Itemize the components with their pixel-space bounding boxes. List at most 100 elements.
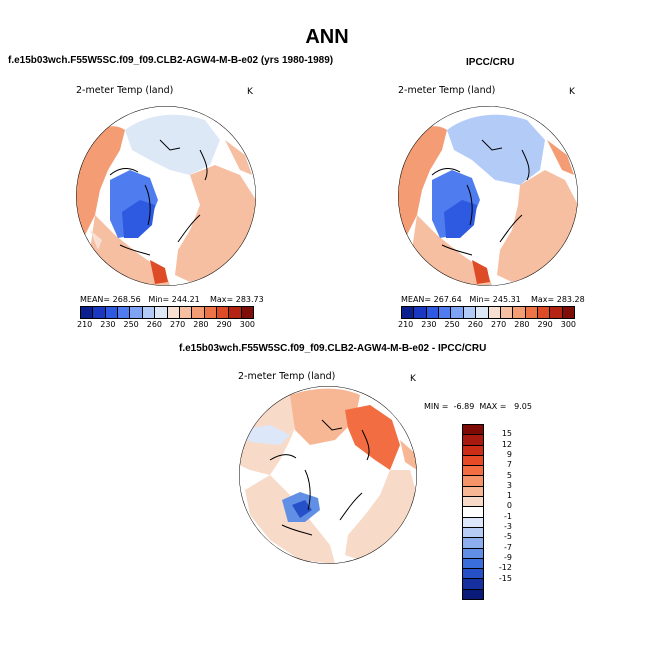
- panel2-plot-title: 2-meter Temp (land): [398, 85, 496, 96]
- colorbar-tick-label: 3: [506, 480, 512, 490]
- colorbar-swatch: [118, 307, 131, 318]
- panel2-mean: 267.64: [433, 295, 462, 304]
- colorbar-swatch: [216, 307, 230, 318]
- colorbar-tick-label: 290: [537, 320, 553, 329]
- colorbar-tick-label: 250: [444, 320, 460, 329]
- panel2-max: 283.28: [556, 295, 585, 304]
- colorbar-tick-label: 260: [467, 320, 484, 329]
- colorbar-tick-label: 5: [506, 470, 512, 480]
- panel2-case-label: IPCC/CRU: [466, 57, 515, 68]
- colorbar-tick-label: 12: [501, 439, 512, 449]
- colorbar-swatch: [463, 589, 483, 600]
- colorbar-tick-label: 7: [506, 460, 512, 470]
- colorbar-tick-label: -7: [504, 542, 512, 552]
- panel1-case-label: f.e15b03wch.F55W5SC.f09_f09.CLB2-AGW4-M-…: [8, 55, 334, 66]
- colorbar-swatch: [93, 307, 106, 318]
- colorbar-swatch: [463, 558, 483, 570]
- colorbar-tick-label: 270: [490, 320, 507, 329]
- colorbar-tick-label: 15: [501, 429, 512, 439]
- colorbar-swatch: [402, 307, 415, 318]
- colorbar-swatch: [142, 307, 156, 318]
- panel3-max-label: MAX =: [479, 402, 507, 411]
- panel1-mean: 268.56: [112, 295, 141, 304]
- colorbar-swatch: [81, 307, 94, 318]
- colorbar-swatch: [130, 307, 143, 318]
- colorbar-tick-label: -5: [504, 532, 512, 542]
- colorbar-swatch: [513, 307, 526, 318]
- colorbar-swatch: [229, 307, 242, 318]
- colorbar-swatch: [463, 476, 483, 487]
- panel3-stats: MIN = -6.89 MAX = 9.05: [424, 402, 532, 411]
- colorbar-tick-label: -12: [498, 563, 512, 573]
- colorbar-swatch: [451, 307, 464, 318]
- panel3-map: [239, 386, 417, 564]
- panel2-units: K: [569, 87, 575, 97]
- colorbar-swatch: [204, 307, 217, 318]
- panel1-colorbar-ticks: 210 230 250 260 270 280 290 300: [73, 320, 259, 329]
- panel1-colorbar: [80, 306, 254, 319]
- colorbar-swatch: [463, 527, 483, 539]
- panel1-map: [76, 106, 256, 286]
- colorbar-swatch: [463, 517, 483, 528]
- colorbar-tick-label: -3: [504, 522, 512, 531]
- panel2-max-label: Max=: [530, 295, 555, 304]
- colorbar-tick-label: 1: [506, 491, 512, 501]
- colorbar-tick-label: 210: [76, 320, 93, 329]
- colorbar-tick-label: 230: [421, 320, 437, 329]
- colorbar-swatch: [439, 307, 452, 318]
- panel2-min-label: Min=: [469, 295, 491, 304]
- panel1-stats: MEAN= 268.56 Min= 244.21 Max= 283.73: [80, 295, 264, 304]
- colorbar-swatch: [167, 307, 180, 318]
- colorbar-swatch: [463, 466, 483, 477]
- colorbar-swatch: [562, 307, 575, 318]
- colorbar-swatch: [155, 307, 168, 318]
- colorbar-swatch: [463, 579, 483, 590]
- colorbar-tick-label: 0: [506, 501, 512, 511]
- colorbar-swatch: [550, 307, 563, 318]
- colorbar-tick-label: 260: [146, 320, 163, 329]
- colorbar-tick-label: 280: [514, 320, 530, 329]
- panel2-mean-label: MEAN=: [401, 295, 432, 304]
- colorbar-tick-label: 300: [560, 320, 577, 329]
- colorbar-swatch: [192, 307, 205, 318]
- panel3-case-label: f.e15b03wch.F55W5SC.f09_f09.CLB2-AGW4-M-…: [179, 343, 487, 354]
- panel1-min: 244.21: [171, 295, 200, 304]
- panel2-min: 245.31: [492, 295, 521, 304]
- colorbar-swatch: [463, 445, 483, 456]
- colorbar-tick-label: -9: [504, 552, 512, 562]
- figure-title: ANN: [305, 26, 349, 48]
- colorbar-swatch: [241, 307, 254, 318]
- colorbar-swatch: [426, 307, 440, 318]
- colorbar-swatch: [105, 307, 119, 318]
- panel3-min: -6.89: [453, 402, 475, 411]
- colorbar-swatch: [179, 307, 193, 318]
- panel1-units: K: [247, 87, 253, 97]
- panel1-mean-label: MEAN=: [80, 295, 111, 304]
- colorbar-swatch: [463, 548, 483, 559]
- colorbar-swatch: [500, 307, 514, 318]
- colorbar-tick-label: 230: [100, 320, 116, 329]
- colorbar-swatch: [488, 307, 501, 318]
- panel2-colorbar-ticks: 210 230 250 260 270 280 290 300: [394, 320, 580, 329]
- panel3-units: K: [410, 374, 416, 384]
- colorbar-swatch: [463, 569, 483, 580]
- colorbar-swatch: [463, 425, 483, 436]
- colorbar-tick-label: 300: [239, 320, 256, 329]
- colorbar-tick-label: 290: [216, 320, 232, 329]
- colorbar-swatch: [463, 538, 483, 549]
- colorbar-swatch: [463, 435, 483, 446]
- colorbar-swatch: [463, 497, 483, 508]
- panel3-colorbar: [462, 424, 484, 601]
- panel1-max-label: Max=: [209, 295, 234, 304]
- panel2-stats: MEAN= 267.64 Min= 245.31 Max= 283.28: [401, 295, 585, 304]
- panel1-max: 283.73: [235, 295, 264, 304]
- colorbar-tick-label: 270: [169, 320, 186, 329]
- panel3-min-label: MIN =: [424, 402, 449, 411]
- colorbar-tick-label: -1: [504, 511, 512, 521]
- colorbar-swatch: [537, 307, 551, 318]
- colorbar-swatch: [463, 486, 483, 498]
- panel2-map: [398, 106, 578, 286]
- colorbar-tick-label: 280: [193, 320, 209, 329]
- panel3-max: 9.05: [514, 402, 532, 411]
